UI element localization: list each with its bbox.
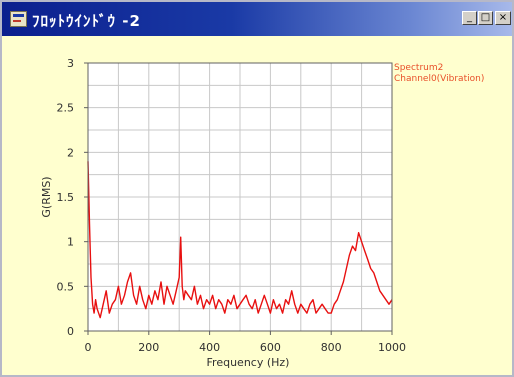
close-button[interactable]: × [495,11,511,25]
x-tick-label: 800 [321,341,342,354]
y-tick-label: 2 [67,146,74,159]
x-tick-label: 200 [138,341,159,354]
x-tick-label: 400 [199,341,220,354]
x-tick-label: 600 [260,341,281,354]
y-tick-label: 1.5 [57,191,75,204]
maximize-button[interactable]: □ [478,11,493,25]
window-title: ﾌﾛｯﾄｳｲﾝﾄﾞｳ -2 [32,12,141,30]
series-layer [87,161,393,319]
y-tick-label: 3 [67,57,74,70]
legend-item-channel: Channel0(Vibration) [394,74,484,84]
window-titlebar[interactable]: ﾌﾛｯﾄｳｲﾝﾄﾞｳ -2 _ □ × [2,2,512,36]
x-tick-label: 1000 [378,341,406,354]
y-tick-label: 0 [67,325,74,338]
y-axis-title: G(RMS) [40,176,53,217]
app-icon[interactable] [10,11,27,27]
chart-axes: 0 200 400 600 800 1000 0 0.5 1 1.5 2 2.5 3 [57,57,407,354]
y-tick-label: 1 [67,236,74,249]
x-axis-title: Frequency (Hz) [207,356,290,369]
chart-grid [88,63,392,331]
x-tick-label: 0 [85,341,92,354]
y-tick-label: 2.5 [57,102,75,115]
minimize-button[interactable]: _ [462,11,477,25]
y-tick-label: 0.5 [57,280,75,293]
series-line-vibration [87,161,393,319]
legend-item-spectrum: Spectrum2 [394,63,443,73]
